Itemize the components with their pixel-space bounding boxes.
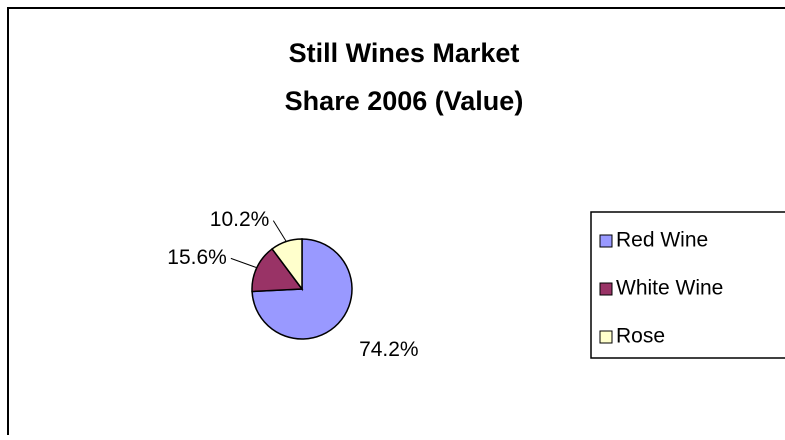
pie-slice	[251, 238, 353, 340]
pie-slice	[271, 238, 303, 292]
legend-swatch	[599, 330, 613, 344]
legend-label: Red Wine	[616, 229, 708, 252]
chart-title: Still Wines Market	[289, 38, 520, 68]
legend-swatch	[599, 234, 613, 248]
legend-swatch	[599, 282, 613, 296]
legend-label: White Wine	[616, 277, 723, 300]
leader-line	[230, 257, 257, 269]
pie-slice	[251, 247, 304, 293]
data-label: 15.6%	[167, 246, 227, 269]
legend-box	[590, 211, 785, 359]
data-label: 10.2%	[210, 208, 270, 231]
leader-line	[272, 220, 287, 242]
legend-label: Rose	[616, 325, 665, 348]
chart-title: Share 2006 (Value)	[285, 86, 524, 116]
data-label: 74.2%	[359, 338, 419, 361]
